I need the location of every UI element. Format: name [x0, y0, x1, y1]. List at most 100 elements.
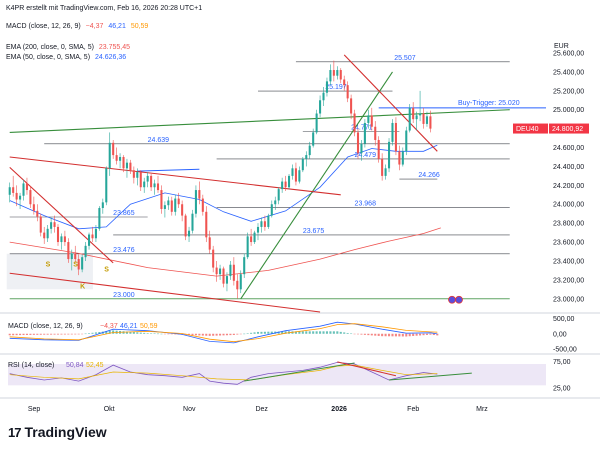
- macd-hist-bar: [19, 333, 22, 336]
- macd-hist-bar: [88, 333, 91, 334]
- macd-hist-bar: [236, 333, 239, 335]
- time-axis-label: 2026: [331, 406, 347, 413]
- candle-body: [39, 216, 42, 233]
- macd-hist-bar: [391, 333, 394, 337]
- candle-body: [284, 181, 287, 188]
- candle-body: [84, 245, 87, 258]
- rsi-pane-v2: 52,45: [86, 362, 104, 369]
- macd-hist-bar: [125, 331, 128, 334]
- macd-hist-bar: [384, 333, 387, 337]
- rsi-axis-tick: 25,00: [553, 386, 571, 393]
- candle-body: [388, 141, 391, 169]
- candle-body: [67, 242, 70, 260]
- pattern-marker-3: S: [73, 262, 78, 269]
- macd-hist-bar: [132, 332, 135, 334]
- macd-hist-bar: [56, 333, 60, 335]
- macd-hist-bar: [363, 333, 366, 335]
- macd-pane-v1: −4,37: [100, 323, 118, 330]
- level-label-10: 23.000: [113, 292, 135, 299]
- level-label-4: 24.479: [355, 152, 377, 159]
- macd-hist-bar: [139, 332, 142, 334]
- macd-hist-bar: [315, 331, 318, 334]
- macd-hist-bar: [98, 331, 101, 334]
- macd-hist-bar: [422, 333, 425, 336]
- candle-body: [239, 274, 242, 290]
- candle-body: [8, 187, 11, 195]
- macd-hist-bar: [12, 333, 15, 336]
- macd-hist-bar: [370, 333, 373, 336]
- macd-hist-bar: [308, 331, 311, 334]
- candle-body: [370, 115, 373, 127]
- macd-hist-bar: [153, 333, 156, 334]
- macd-hist-bar: [43, 333, 46, 335]
- candle-body: [112, 142, 115, 156]
- candle-body: [167, 200, 170, 206]
- macd-hist-bar: [194, 333, 197, 336]
- macd-line: [9, 321, 438, 344]
- candle-body: [405, 130, 408, 152]
- price-axis-tick: 24.600,00: [553, 145, 584, 152]
- macd-hist-bar: [325, 331, 328, 334]
- candle-body: [25, 183, 28, 191]
- macd-hist-bar: [74, 333, 77, 335]
- macd-pane-v3: 50,59: [140, 323, 158, 330]
- macd-hist-bar: [350, 333, 353, 335]
- macd-hist-bar: [146, 333, 149, 334]
- candle-body: [267, 215, 270, 227]
- macd-hist-bar: [36, 333, 39, 335]
- macd-hist-bar: [212, 333, 215, 336]
- macd-hist-bar: [429, 333, 432, 335]
- macd-legend-v2: 46,21: [108, 23, 126, 30]
- rsi-pane-v1: 50,84: [66, 362, 84, 369]
- macd-hist-bar: [191, 333, 194, 336]
- level-label-1: 25.197: [325, 84, 347, 91]
- candle-body: [325, 81, 328, 93]
- macd-hist-bar: [129, 331, 132, 334]
- candle-body: [163, 205, 166, 209]
- macd-hist-bar: [188, 333, 191, 335]
- candle-body: [256, 226, 260, 233]
- macd-hist-bar: [70, 333, 73, 335]
- macd-hist-bar: [170, 333, 173, 335]
- candle-body: [136, 172, 139, 178]
- candle-body: [12, 187, 15, 193]
- macd-hist-bar: [319, 331, 322, 334]
- macd-hist-bar: [381, 333, 384, 337]
- macd-hist-bar: [253, 332, 256, 334]
- macd-hist-bar: [356, 333, 360, 335]
- price-axis-tick: 23.800,00: [553, 221, 584, 228]
- candle-body: [319, 100, 322, 114]
- macd-hist-bar: [432, 333, 435, 336]
- macd-hist-bar: [408, 333, 411, 337]
- candle-body: [139, 172, 142, 188]
- level-label-9: 23.476: [113, 247, 135, 254]
- macd-hist-bar: [394, 333, 397, 337]
- macd-axis-tick: 0,00: [553, 331, 567, 338]
- macd-hist-bar: [243, 333, 246, 335]
- candle-body: [232, 264, 235, 281]
- ema50-legend-value: 24.626,36: [94, 54, 127, 61]
- macd-hist-bar: [298, 331, 301, 334]
- candle-body: [277, 189, 280, 201]
- candle-body: [46, 228, 49, 239]
- candle-body: [91, 234, 94, 239]
- candle-body: [298, 170, 301, 182]
- macd-hist-bar: [377, 333, 380, 336]
- candle-body: [274, 200, 277, 205]
- candle-body: [215, 267, 218, 275]
- level-label-5: 24.266: [418, 172, 440, 179]
- candle-body: [98, 208, 101, 229]
- event-icon: [455, 295, 463, 304]
- tradingview-logo-icon: 17: [8, 424, 22, 440]
- price-axis-unit: EUR: [554, 43, 569, 50]
- macd-hist-bar: [15, 333, 18, 336]
- macd-hist-bar: [50, 333, 53, 335]
- macd-hist-bar: [412, 333, 415, 336]
- pattern-marker-0: S: [46, 262, 51, 269]
- macd-hist-bar: [29, 333, 32, 335]
- macd-hist-bar: [312, 331, 315, 334]
- candle-body: [22, 183, 25, 196]
- macd-legend: MACD (close, 12, 26, 9) −4,37 46,21 50,5…: [6, 22, 148, 31]
- candle-body: [60, 236, 63, 243]
- price-axis-tick: 25.400,00: [553, 69, 584, 76]
